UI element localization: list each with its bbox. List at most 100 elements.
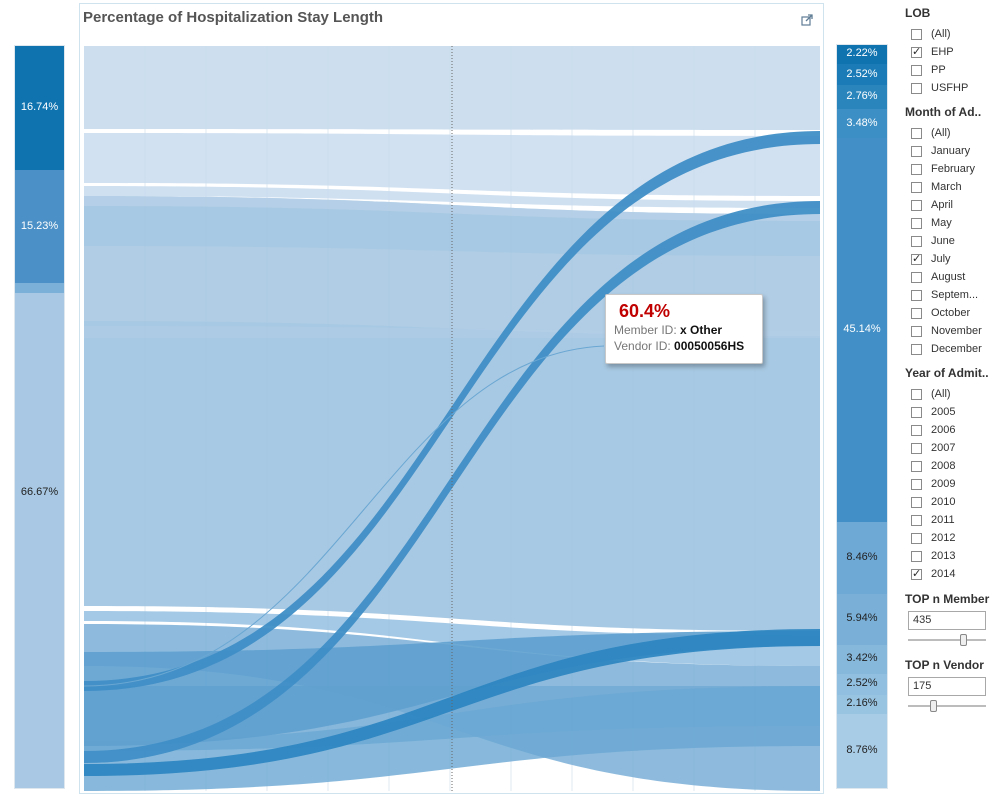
right-segment[interactable]: 2.16%: [837, 695, 887, 714]
checkbox[interactable]: [911, 28, 922, 40]
checkbox-label: October: [931, 307, 971, 319]
filter-option-year[interactable]: 2010: [911, 493, 955, 511]
filter-title-top_vendor: TOP n Vendor: [905, 658, 984, 672]
checkbox[interactable]: [911, 514, 922, 526]
checkbox[interactable]: [911, 406, 922, 418]
filter-option-year[interactable]: 2011: [911, 511, 955, 529]
checkbox[interactable]: [911, 460, 922, 472]
checkbox[interactable]: [911, 478, 922, 490]
flow-band: [84, 133, 820, 196]
filter-option-month[interactable]: January: [911, 142, 970, 160]
checkbox-label: (All): [931, 388, 951, 400]
right-segment[interactable]: 45.14%: [837, 138, 887, 523]
filter-option-year[interactable]: 2013: [911, 547, 955, 565]
checkbox[interactable]: [911, 388, 922, 400]
filter-option-lob[interactable]: EHP: [911, 43, 954, 61]
checkbox-label: Septem...: [931, 289, 979, 301]
right-segment[interactable]: 5.94%: [837, 594, 887, 645]
checkbox[interactable]: [911, 252, 922, 265]
left-segment[interactable]: 66.67%: [15, 293, 64, 788]
checkbox[interactable]: [911, 550, 922, 562]
checkbox-label: November: [931, 325, 982, 337]
chart-title: Percentage of Hospitalization Stay Lengt…: [83, 9, 384, 26]
filter-option-month[interactable]: June: [911, 232, 955, 250]
filter-option-month[interactable]: Septem...: [911, 286, 978, 304]
checkbox-label: January: [931, 145, 971, 157]
filter-option-year[interactable]: 2014: [911, 565, 955, 583]
filter-option-year[interactable]: 2012: [911, 529, 955, 547]
filter-option-year[interactable]: 2005: [911, 403, 955, 421]
filter-option-month[interactable]: April: [911, 196, 953, 214]
segment-label: 2.22%: [846, 47, 878, 60]
filter-option-month[interactable]: (All): [911, 124, 951, 142]
checkbox[interactable]: [911, 45, 922, 58]
checkbox[interactable]: [911, 343, 922, 355]
checkbox[interactable]: [911, 145, 922, 157]
tooltip-member-label: Member ID:: [614, 323, 677, 337]
top-vendor-slider-track[interactable]: [908, 705, 986, 707]
checkbox[interactable]: [911, 325, 922, 337]
right-segment[interactable]: 2.52%: [837, 673, 887, 696]
checkbox[interactable]: [911, 127, 922, 139]
filter-option-lob[interactable]: PP: [911, 61, 946, 79]
checkbox[interactable]: [911, 424, 922, 436]
right-segment[interactable]: 3.48%: [837, 108, 887, 139]
filter-option-month[interactable]: March: [911, 178, 962, 196]
left-segment[interactable]: 16.74%: [15, 46, 64, 171]
checkbox[interactable]: [911, 442, 922, 454]
top-member-slider-track[interactable]: [908, 639, 986, 641]
checkbox-label: 2009: [931, 478, 956, 490]
checkbox[interactable]: [911, 217, 922, 229]
top-vendor-slider-handle[interactable]: [929, 700, 937, 712]
checkbox[interactable]: [911, 271, 922, 283]
checkbox[interactable]: [911, 235, 922, 247]
filter-option-year[interactable]: 2008: [911, 457, 955, 475]
checkbox-label: March: [931, 181, 962, 193]
checkbox-label: 2006: [931, 424, 956, 436]
filter-option-month[interactable]: October: [911, 304, 970, 322]
right-segment[interactable]: 8.76%: [837, 713, 887, 788]
filter-option-month[interactable]: July: [911, 250, 951, 268]
checkbox-label: USFHP: [931, 82, 969, 94]
left-distribution-bar: 16.74% 15.23% 66.67%: [14, 45, 65, 789]
segment-label: 5.94%: [846, 612, 878, 625]
right-segment[interactable]: 8.46%: [837, 522, 887, 595]
right-segment[interactable]: 2.22%: [837, 45, 887, 64]
segment-label: 66.67%: [20, 486, 59, 499]
expand-icon[interactable]: [800, 13, 814, 27]
segment-label: 2.76%: [846, 90, 878, 103]
checkbox-label: December: [931, 343, 982, 355]
left-segment[interactable]: [15, 283, 64, 294]
top-member-input[interactable]: 435: [908, 611, 986, 630]
top-vendor-input[interactable]: 175: [908, 677, 986, 696]
filter-option-month[interactable]: August: [911, 268, 965, 286]
right-segment[interactable]: 2.52%: [837, 63, 887, 86]
checkbox[interactable]: [911, 82, 922, 94]
filter-option-month[interactable]: May: [911, 214, 952, 232]
filter-option-month[interactable]: December: [911, 340, 982, 358]
segment-label: 3.48%: [846, 116, 878, 129]
filter-option-year[interactable]: 2006: [911, 421, 955, 439]
filter-option-year[interactable]: 2007: [911, 439, 955, 457]
checkbox[interactable]: [911, 307, 922, 319]
checkbox[interactable]: [911, 199, 922, 211]
checkbox[interactable]: [911, 163, 922, 175]
top-member-slider-handle[interactable]: [959, 634, 967, 646]
filter-option-lob[interactable]: USFHP: [911, 79, 968, 97]
left-segment[interactable]: 15.23%: [15, 170, 64, 284]
checkbox[interactable]: [911, 532, 922, 544]
filter-option-year[interactable]: (All): [911, 385, 951, 403]
checkbox[interactable]: [911, 181, 922, 193]
right-segment[interactable]: 3.42%: [837, 644, 887, 674]
filter-option-month[interactable]: November: [911, 322, 982, 340]
filter-option-month[interactable]: February: [911, 160, 975, 178]
right-segment[interactable]: 2.76%: [837, 85, 887, 109]
checkbox[interactable]: [911, 496, 922, 508]
checkbox[interactable]: [911, 289, 922, 301]
segment-label: 2.52%: [846, 67, 878, 80]
filter-option-year[interactable]: 2009: [911, 475, 955, 493]
checkbox[interactable]: [911, 64, 922, 76]
filter-option-lob[interactable]: (All): [911, 25, 951, 43]
checkbox[interactable]: [911, 567, 922, 580]
segment-label: 16.74%: [20, 101, 59, 114]
